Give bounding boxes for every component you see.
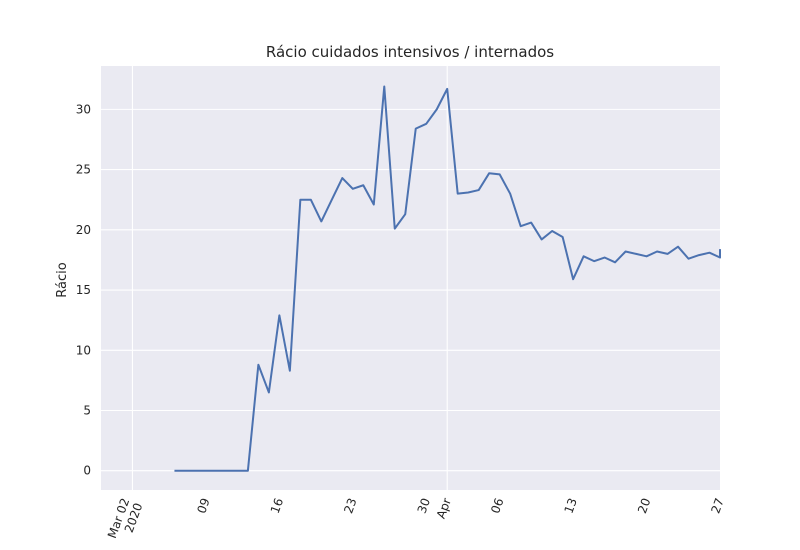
x-tick-label: 13: [562, 496, 580, 515]
y-tick-label: 25: [76, 163, 91, 177]
x-axis-ticks: Mar 022020 09 16 23 30 Apr 06 13 20 27: [105, 496, 727, 545]
y-axis-ticks: 0 5 10 15 20 25 30: [76, 102, 91, 477]
x-tick-label: 27: [708, 496, 726, 515]
plot-background: [101, 66, 720, 490]
x-tick-label: 09: [194, 496, 212, 515]
y-tick-label: 5: [83, 404, 91, 418]
x-tick-label: 06: [488, 496, 506, 515]
y-tick-label: 0: [83, 464, 91, 478]
x-tick-label: Mar 022020: [105, 496, 146, 545]
series-line-0: [174, 85, 721, 472]
x-tick-label: 16: [268, 496, 286, 515]
y-tick-label: 15: [76, 283, 91, 297]
y-tick-label: 20: [76, 223, 91, 237]
y-tick-label: 30: [76, 102, 91, 116]
chart-title: Rácio cuidados intensivos / internados: [266, 43, 554, 61]
y-tick-label: 10: [76, 343, 91, 357]
x-tick-label: 23: [341, 496, 359, 515]
x-tick-label: 20: [635, 496, 653, 515]
y-axis-title: Rácio: [55, 262, 70, 297]
series-group: [174, 85, 721, 472]
x-tick-label: Apr: [434, 496, 454, 520]
x-tick-label: 30: [415, 496, 433, 515]
